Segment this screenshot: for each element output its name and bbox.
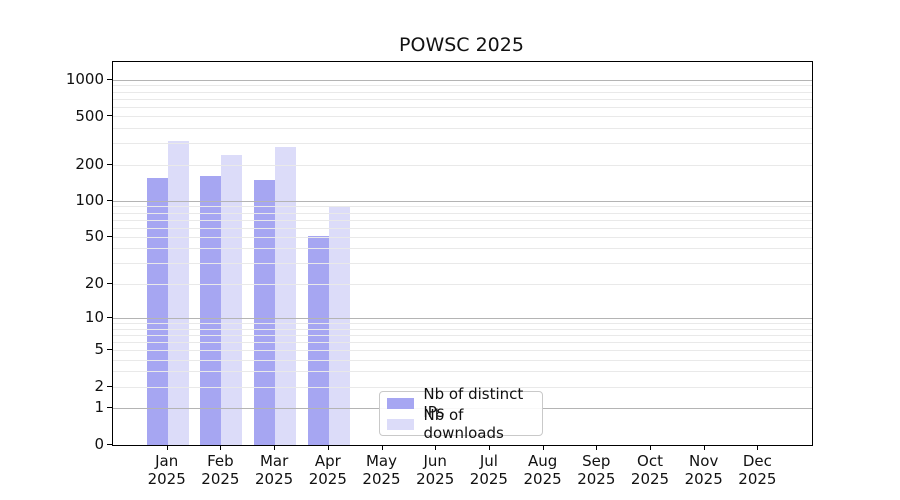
plot-area: Nb of distinct IPs Nb of downloads [112, 61, 813, 446]
y-tick-label: 0 [94, 435, 104, 453]
x-tick-mark [703, 445, 705, 450]
y-tick-label: 500 [75, 106, 104, 125]
legend-swatch-distinct-ips [387, 397, 415, 409]
x-tick-label-nov: Nov 2025 [684, 452, 723, 488]
minor-gridline [113, 164, 812, 166]
x-tick-label-jul: Jul 2025 [469, 452, 508, 488]
bar-distinct-ips-mar [254, 180, 276, 445]
y-tick-mark [107, 406, 112, 408]
bar-downloads-jan [167, 140, 189, 445]
legend-swatch-downloads [387, 418, 415, 430]
x-tick-mark [220, 445, 222, 450]
y-tick-label: 20 [84, 274, 104, 293]
y-tick-mark [107, 282, 112, 284]
y-tick-mark [107, 348, 112, 350]
y-tick-mark [107, 115, 112, 117]
y-tick-label: 1000 [65, 70, 104, 89]
x-tick-label-jun: Jun 2025 [416, 452, 455, 488]
y-tick-mark [107, 78, 112, 80]
x-tick-label-may: May 2025 [362, 452, 401, 488]
major-gridline [113, 79, 812, 81]
bar-downloads-apr [328, 205, 350, 445]
y-tick-mark [107, 385, 112, 387]
x-tick-mark [542, 445, 544, 450]
x-tick-mark [381, 445, 383, 450]
x-tick-mark [650, 445, 651, 450]
y-tick-label: 50 [84, 227, 104, 246]
minor-gridline [113, 106, 812, 108]
x-tick-label-feb: Feb 2025 [201, 452, 240, 488]
legend-label-downloads: Nb of downloads [423, 406, 504, 442]
y-tick-label: 10 [84, 308, 104, 327]
legend-item-distinct-ips: Nb of distinct IPs [387, 385, 542, 421]
minor-gridline [113, 143, 812, 145]
x-tick-label-oct: Oct 2025 [630, 452, 670, 488]
y-tick-mark [107, 235, 112, 237]
y-tick-label: 100 [75, 191, 104, 210]
x-tick-label-dec: Dec 2025 [738, 452, 777, 488]
x-tick-mark [327, 445, 329, 450]
y-tick-label: 2 [94, 377, 104, 395]
y-tick-label: 5 [94, 340, 104, 359]
x-tick-mark [596, 445, 598, 450]
bar-downloads-feb [221, 155, 243, 445]
y-tick-mark [107, 316, 112, 318]
bar-distinct-ips-feb [200, 176, 222, 445]
y-tick-mark [107, 163, 112, 165]
bar-distinct-ips-apr [307, 236, 329, 445]
minor-gridline [113, 91, 812, 93]
minor-gridline [113, 128, 812, 130]
x-tick-label-mar: Mar 2025 [255, 452, 294, 488]
legend-item-downloads: Nb of downloads [387, 406, 542, 442]
bar-distinct-ips-jan [146, 178, 168, 445]
x-tick-label-sep: Sep 2025 [577, 452, 616, 488]
bar-downloads-mar [275, 146, 297, 445]
minor-gridline [113, 116, 812, 118]
legend-label-distinct-ips: Nb of distinct IPs [423, 385, 524, 421]
minor-gridline [113, 85, 812, 87]
x-tick-label-apr: Apr 2025 [308, 452, 347, 488]
minor-gridline [113, 98, 812, 100]
x-tick-mark [757, 445, 759, 450]
y-tick-mark [107, 443, 112, 445]
y-tick-mark [107, 199, 112, 201]
x-tick-label-jan: Jan 2025 [147, 452, 186, 488]
chart-title: POWSC 2025 [399, 34, 524, 56]
x-tick-mark [435, 445, 437, 450]
x-tick-label-aug: Aug 2025 [523, 452, 562, 488]
legend: Nb of distinct IPs Nb of downloads [379, 385, 543, 442]
x-tick-mark [488, 445, 490, 450]
x-tick-mark [166, 445, 168, 450]
y-tick-label: 1 [94, 398, 104, 417]
y-tick-label: 200 [75, 155, 104, 174]
x-tick-mark [274, 445, 276, 450]
